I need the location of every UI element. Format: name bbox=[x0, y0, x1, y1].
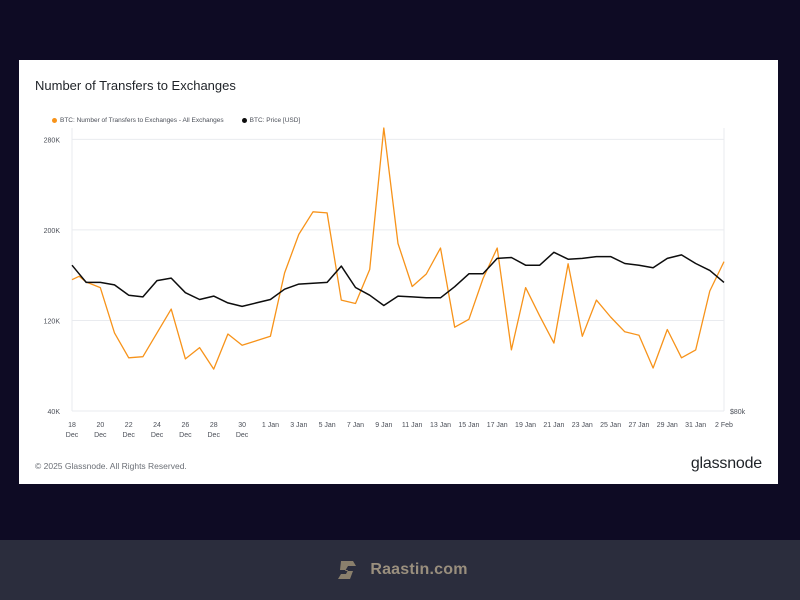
x-tick-label: 27 Jan bbox=[628, 422, 649, 429]
chart-title: Number of Transfers to Exchanges bbox=[35, 78, 236, 93]
x-tick-label: 3 Jan bbox=[290, 422, 307, 429]
glassnode-logo: glassnode bbox=[690, 455, 762, 472]
x-tick-label-month: Dec bbox=[122, 432, 135, 439]
x-tick-label: 28 bbox=[210, 422, 218, 429]
x-tick-label-month: Dec bbox=[94, 432, 107, 439]
footer-bar: Raastin.com bbox=[0, 540, 800, 600]
line-chart[interactable]: 40K 120K 200K 280K $80k 18 Dec 20 Dec 22 Dec 24 Dec 2… bbox=[19, 60, 778, 484]
x-tick-label: 15 Jan bbox=[458, 422, 479, 429]
x-tick-label: 31 Jan bbox=[685, 422, 706, 429]
copyright-text: © 2025 Glassnode. All Rights Reserved. bbox=[35, 461, 187, 471]
x-tick-label: 13 Jan bbox=[430, 422, 451, 429]
x-tick-label: 24 bbox=[153, 422, 161, 429]
x-tick-label-month: Dec bbox=[236, 432, 249, 439]
y-right-tick-label: $80k bbox=[730, 409, 746, 416]
x-tick-label-month: Dec bbox=[208, 432, 221, 439]
x-tick-label: 22 bbox=[125, 422, 133, 429]
x-tick-label: 1 Jan bbox=[262, 422, 279, 429]
y-tick-label: 280K bbox=[44, 137, 61, 144]
series-line-transfers bbox=[71, 127, 725, 370]
x-tick-label: 7 Jan bbox=[347, 422, 364, 429]
legend-item-transfers[interactable]: BTC: Number of Transfers to Exchanges - … bbox=[52, 117, 224, 124]
x-tick-label: 11 Jan bbox=[402, 422, 423, 429]
legend-dot-price bbox=[241, 118, 247, 123]
x-tick-label: 29 Jan bbox=[657, 422, 678, 429]
series-layer bbox=[71, 127, 725, 370]
legend-item-price[interactable]: BTC: Price [USD] bbox=[241, 117, 301, 124]
x-tick-label: 25 Jan bbox=[600, 422, 621, 429]
x-tick-label: 18 bbox=[68, 422, 76, 429]
footer-site-name[interactable]: Raastin.com bbox=[370, 561, 468, 578]
legend-label-transfers: BTC: Number of Transfers to Exchanges - … bbox=[60, 117, 224, 124]
x-tick-label-month: Dec bbox=[179, 432, 192, 439]
x-tick-label-month: Dec bbox=[66, 432, 79, 439]
x-tick-label: 5 Jan bbox=[319, 422, 336, 429]
x-tick-label: 2 Feb bbox=[715, 422, 733, 429]
y-tick-label: 120K bbox=[44, 318, 61, 325]
x-tick-label: 9 Jan bbox=[375, 422, 392, 429]
x-tick-label: 17 Jan bbox=[487, 422, 508, 429]
legend-dot-transfers bbox=[52, 118, 57, 123]
x-tick-label: 30 bbox=[238, 422, 246, 429]
grid-layer bbox=[71, 128, 725, 412]
x-tick-label: 19 Jan bbox=[515, 422, 536, 429]
x-tick-label: 23 Jan bbox=[572, 422, 593, 429]
series-line-price bbox=[71, 251, 725, 308]
chart-legend: BTC: Number of Transfers to Exchanges - … bbox=[52, 117, 300, 124]
x-tick-label: 26 bbox=[181, 422, 189, 429]
x-tick-label: 20 bbox=[96, 422, 104, 429]
x-tick-label: 21 Jan bbox=[543, 422, 564, 429]
axis-layer: 40K 120K 200K 280K $80k 18 Dec 20 Dec 22 Dec 24 Dec 2… bbox=[44, 137, 746, 439]
chart-card: Number of Transfers to Exchanges BTC: Nu… bbox=[19, 60, 778, 484]
raastin-logo-icon bbox=[338, 561, 357, 579]
y-tick-label: 40K bbox=[48, 409, 61, 416]
y-tick-label: 200K bbox=[44, 228, 61, 235]
x-tick-label-month: Dec bbox=[151, 432, 164, 439]
legend-label-price: BTC: Price [USD] bbox=[249, 117, 301, 124]
